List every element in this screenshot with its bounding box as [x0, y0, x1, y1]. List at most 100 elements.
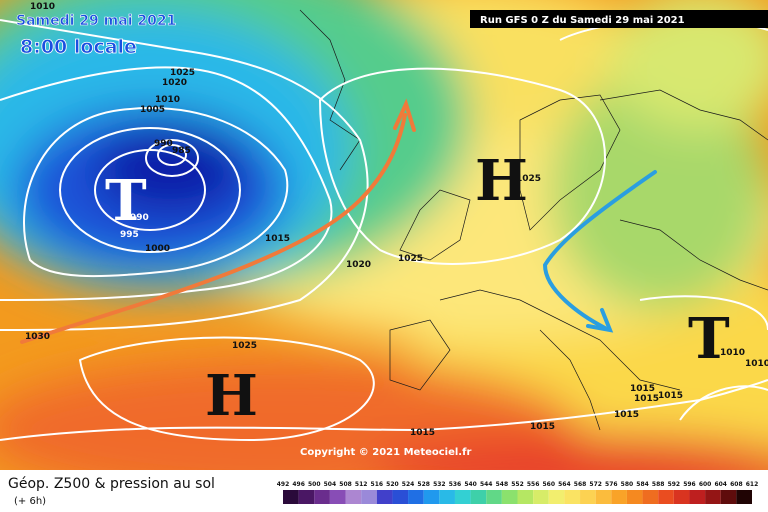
- scale-swatch: [580, 490, 596, 504]
- scale-swatch: [689, 490, 706, 504]
- scale-label: 560: [543, 481, 556, 488]
- scale-label: 552: [511, 481, 524, 488]
- scale-label: 508: [339, 481, 352, 488]
- isobar-label: 995: [120, 230, 139, 240]
- isobar-label: 1010: [30, 2, 55, 12]
- scale-label: 612: [746, 481, 759, 488]
- scale-label: 596: [683, 481, 696, 488]
- isobar-label: 1010: [155, 95, 180, 105]
- low-pressure-center: T: [688, 306, 730, 372]
- color-scale: 492 496 500 504 508 512 516 520 524 528 532 536 540 5…: [277, 481, 759, 504]
- isobar-label: 1015: [530, 422, 555, 432]
- scale-swatch: [705, 490, 721, 504]
- scale-swatch: [548, 490, 565, 504]
- scale-swatch: [564, 490, 581, 504]
- scale-swatch: [736, 490, 752, 504]
- scale-swatch: [470, 490, 487, 504]
- scale-label: 524: [402, 481, 415, 488]
- scale-label: 564: [558, 481, 571, 488]
- isobar-label: 1005: [140, 105, 165, 115]
- isobar-label: 990: [154, 139, 173, 149]
- scale-label: 600: [699, 481, 712, 488]
- isobar-label: 1025: [232, 341, 257, 351]
- scale-swatch: [673, 490, 690, 504]
- isobar-label: 1025: [516, 174, 541, 184]
- isobar-label: 1020: [162, 78, 187, 88]
- scale-swatch: [298, 490, 315, 504]
- scale-swatch: [626, 490, 643, 504]
- scale-label: 544: [480, 481, 493, 488]
- isobar-label: 1030: [25, 332, 50, 342]
- scale-label: 548: [496, 481, 509, 488]
- scale-label: 496: [292, 481, 305, 488]
- scale-swatch: [611, 490, 627, 504]
- scale-label: 512: [355, 481, 368, 488]
- scale-label: 580: [621, 481, 634, 488]
- scale-swatch: [439, 490, 455, 504]
- scale-label: 532: [433, 481, 446, 488]
- isobars: [0, 18, 768, 441]
- isobar-label: 1015: [614, 410, 639, 420]
- isobar-labels: 1010 1025 1020 1010 1005 990 985 990 995…: [25, 2, 768, 438]
- isobar-label: 1015: [634, 394, 659, 404]
- scale-label: 592: [668, 481, 681, 488]
- isobar-label: 1010: [745, 359, 768, 369]
- copyright: Copyright © 2021 Meteociel.fr: [300, 447, 471, 458]
- scale-swatch: [408, 490, 424, 504]
- scale-label: 588: [652, 481, 665, 488]
- high-pressure-center: H: [205, 363, 258, 429]
- scale-label: 500: [308, 481, 321, 488]
- scale-label: 568: [574, 481, 587, 488]
- isobar-label: 1025: [398, 254, 423, 264]
- isobar-label: 985: [172, 146, 191, 156]
- scale-swatch: [720, 490, 737, 504]
- scale-label: 520: [386, 481, 399, 488]
- scale-label: 604: [714, 481, 727, 488]
- isobar-label: 1015: [265, 234, 290, 244]
- legend-lead: (+ 6h): [14, 496, 46, 507]
- isobar-label: 990: [130, 213, 149, 223]
- scale-label: 528: [417, 481, 430, 488]
- scale-swatch: [423, 490, 440, 504]
- isobar-label: 1010: [720, 348, 745, 358]
- scale-label: 572: [589, 481, 602, 488]
- scale-label: 536: [449, 481, 462, 488]
- scale-swatch: [314, 490, 330, 504]
- map-date: Samedi 29 mai 2021: [16, 13, 176, 29]
- scale-label: 540: [464, 481, 477, 488]
- legend-title: Géop. Z500 & pression au sol: [8, 476, 215, 492]
- scale-swatch: [517, 490, 534, 504]
- run-info: Run GFS 0 Z du Samedi 29 mai 2021: [480, 15, 685, 26]
- scale-swatch: [345, 490, 362, 504]
- coastlines: [299, 9, 768, 431]
- scale-label: 504: [324, 481, 337, 488]
- run-banner: [470, 10, 768, 28]
- low-pressure-center: T: [105, 168, 147, 234]
- isobar-label: 1015: [630, 384, 655, 394]
- scale-swatch: [501, 490, 518, 504]
- isobar-label: 1015: [658, 391, 683, 401]
- scale-swatch: [486, 490, 502, 504]
- scale-swatch: [329, 490, 346, 504]
- scale-swatch: [392, 490, 409, 504]
- scale-swatch: [595, 490, 612, 504]
- isobar-label: 1000: [145, 244, 170, 254]
- scale-label: 516: [371, 481, 384, 488]
- scale-swatch: [376, 490, 393, 504]
- scale-swatch: [361, 490, 377, 504]
- scale-label: 584: [636, 481, 649, 488]
- scale-label: 608: [730, 481, 743, 488]
- scale-label: 492: [277, 481, 290, 488]
- isobar-label: 1020: [346, 260, 371, 270]
- map-time: 8:00 locale: [20, 36, 137, 58]
- scale-label: 556: [527, 481, 540, 488]
- scale-label: 576: [605, 481, 618, 488]
- scale-swatch: [454, 490, 471, 504]
- scale-swatch: [533, 490, 549, 504]
- scale-swatch: [658, 490, 674, 504]
- isobar-label: 1015: [410, 428, 435, 438]
- flow-arrows: [20, 98, 657, 344]
